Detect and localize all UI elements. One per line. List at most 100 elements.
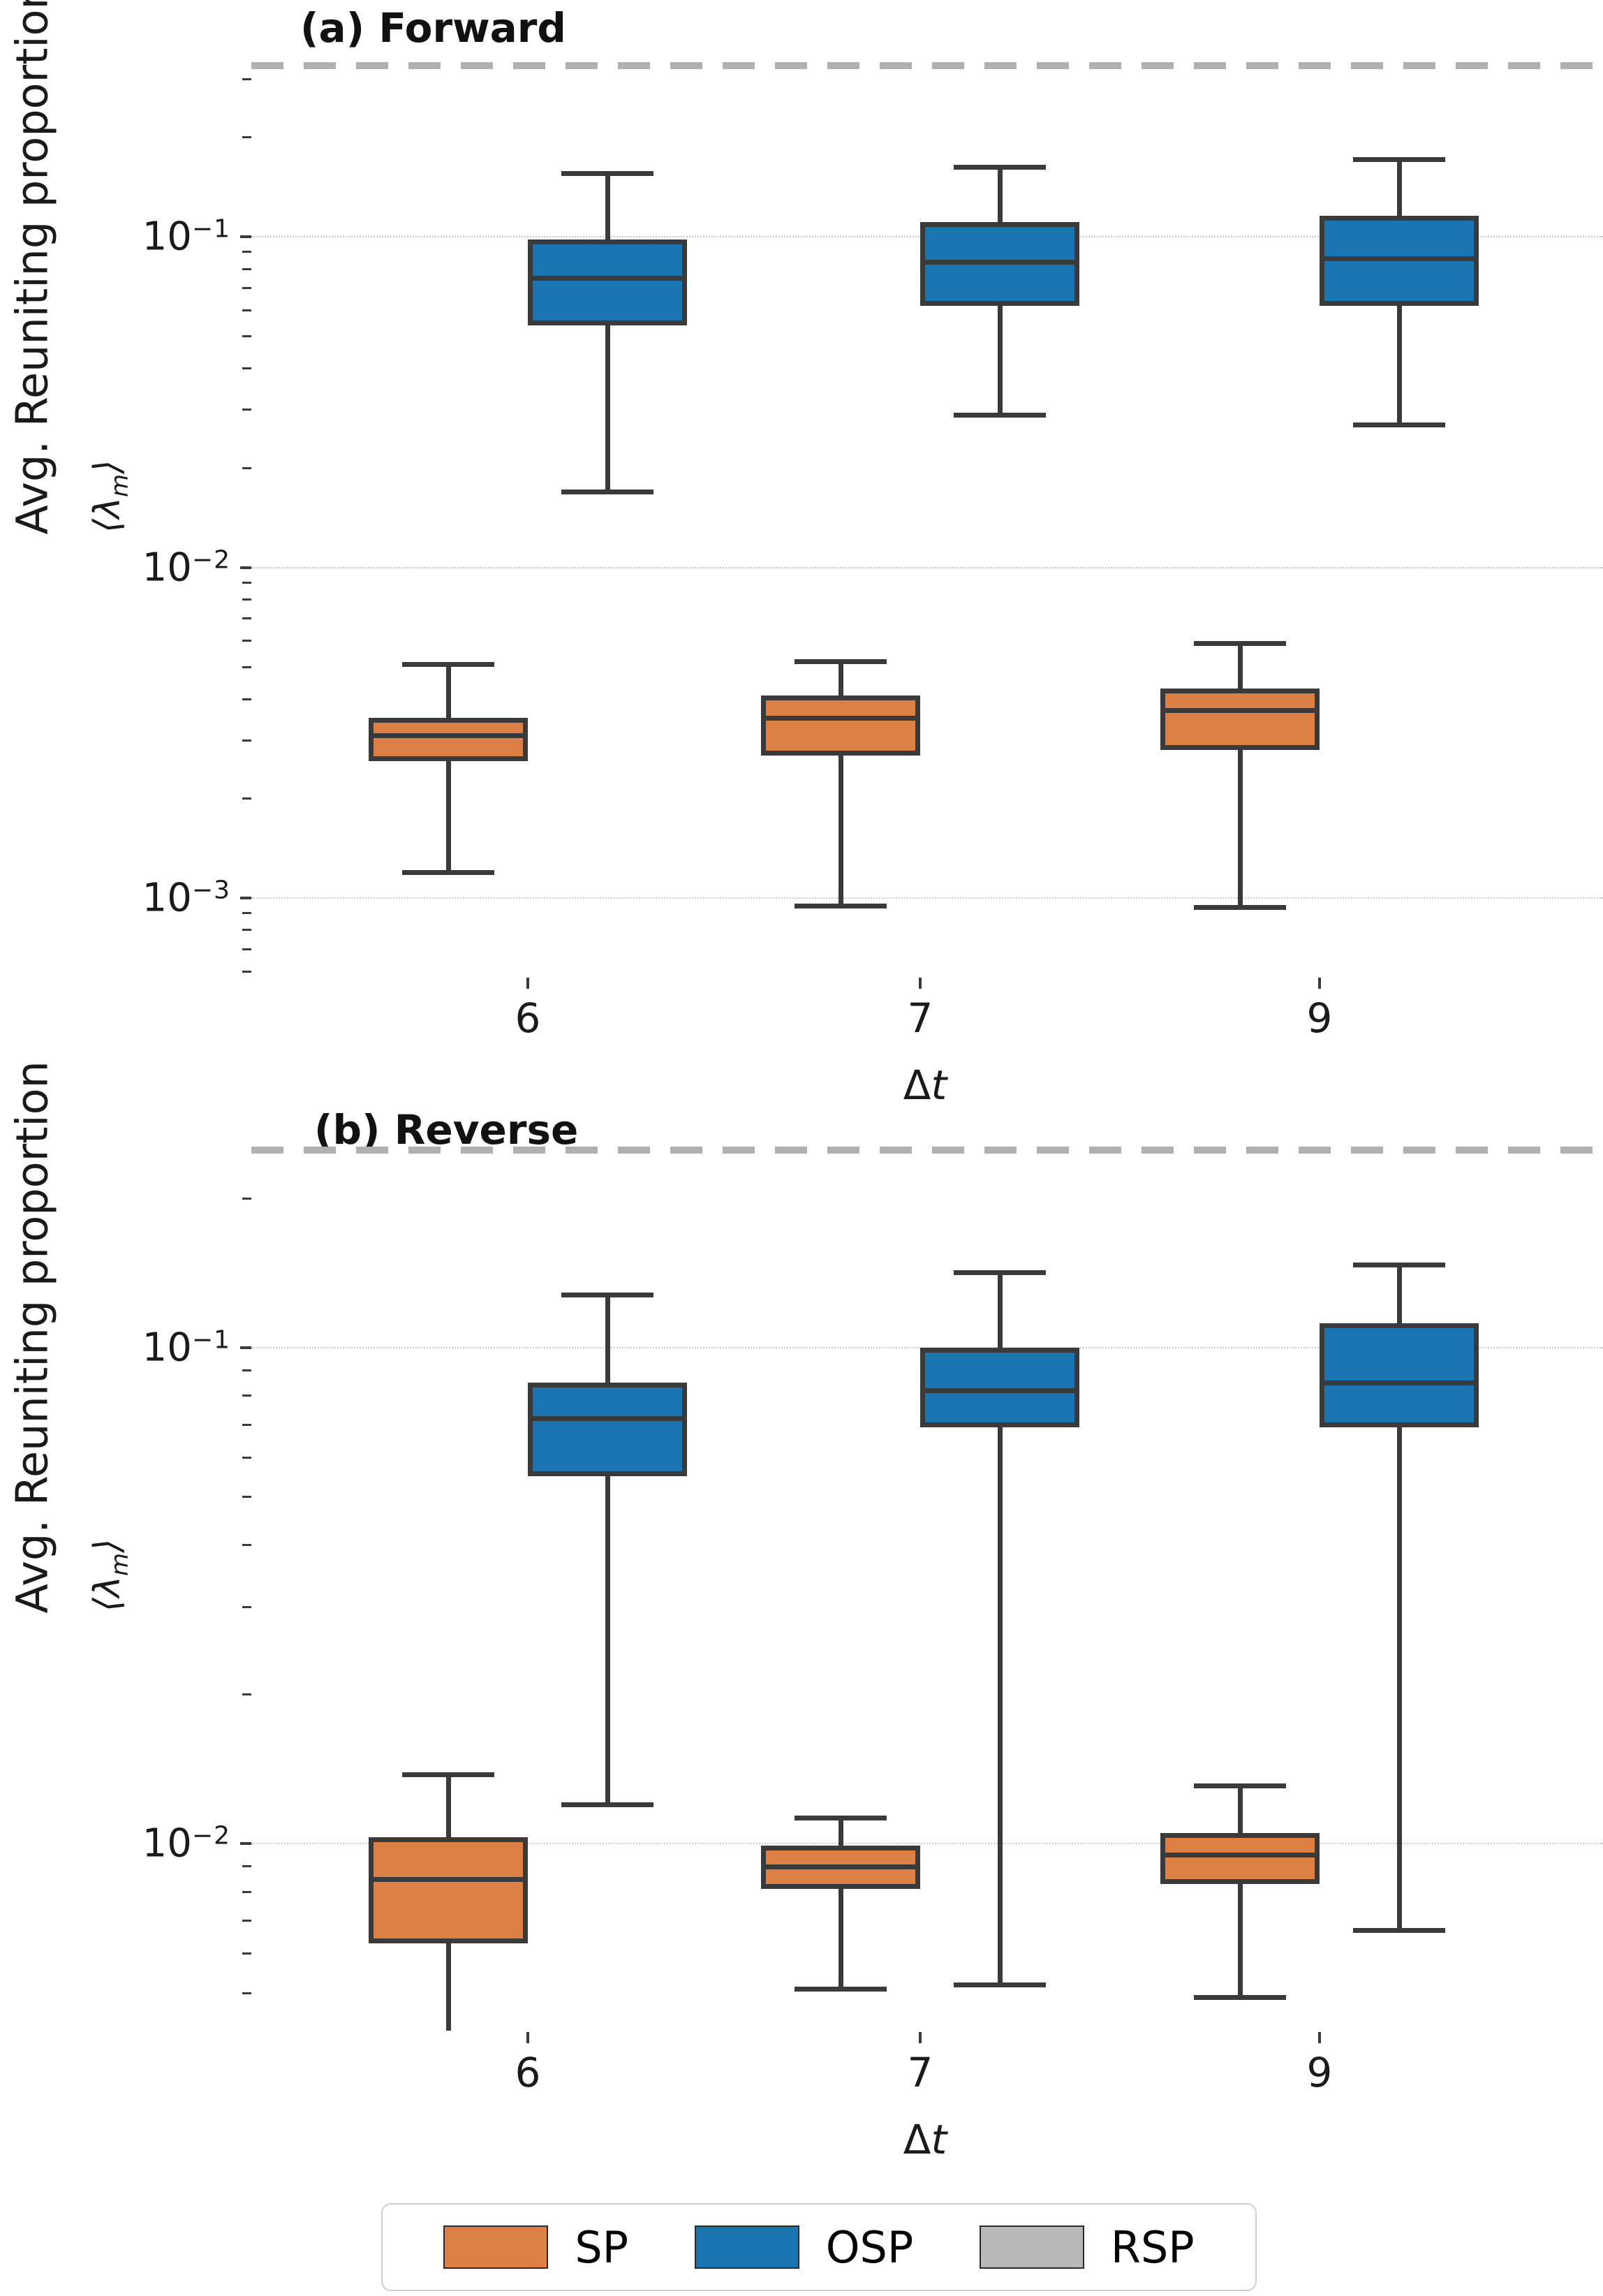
box-b-sp-dt6 [369,1837,528,1943]
median-a-osp-dt9 [1323,256,1475,262]
whisker-bottom-a-osp-dt9 [1396,305,1402,425]
y-minor-tick-b [242,1394,251,1397]
x-tick-label-b-7: 7 [907,2049,933,2096]
rsp-reference-line-a [251,61,1603,69]
y-minor-tick-a [242,367,251,370]
x-tick-a-9 [1318,978,1321,989]
whisker-cap-bottom-b-sp-dt7 [795,1987,887,1992]
y-minor-tick-a [242,251,251,253]
whisker-top-b-osp-dt6 [605,1294,610,1383]
legend-label-osp: OSP [825,2221,914,2273]
whisker-cap-bottom-b-sp-dt9 [1194,1995,1286,2001]
whisker-cap-top-b-osp-dt9 [1353,1263,1445,1268]
whisker-cap-top-b-osp-dt7 [954,1270,1046,1275]
box-a-osp-dt6 [528,240,687,325]
median-b-sp-dt9 [1164,1853,1316,1858]
median-b-sp-dt7 [764,1864,917,1869]
y-minor-tick-a [242,409,251,411]
whisker-bottom-a-sp-dt7 [838,755,843,906]
panel-title-reverse: (b) Reverse [314,1106,579,1154]
y-tick-label-a-0: 10−1 [142,214,230,260]
median-b-osp-dt6 [531,1416,684,1422]
x-tick-label-a-7: 7 [907,994,933,1042]
median-a-sp-dt7 [764,716,917,721]
y-minor-tick-a [242,948,251,950]
rsp-reference-line-b [251,1147,1603,1154]
y-major-tick-b-1 [240,1842,251,1846]
median-b-osp-dt9 [1323,1381,1475,1386]
y-minor-tick-a [242,466,251,469]
x-tick-label-a-6: 6 [515,994,541,1042]
y-minor-tick-a [242,698,251,700]
whisker-cap-top-b-sp-dt7 [795,1815,887,1820]
y-minor-tick-a [242,797,251,800]
whisker-top-a-sp-dt6 [445,664,451,719]
legend-label-rsp: RSP [1110,2221,1195,2273]
whisker-cap-bottom-a-osp-dt6 [561,489,653,494]
y-minor-tick-b [242,1693,251,1696]
whisker-top-a-osp-dt6 [605,172,610,240]
y-minor-tick-b [242,1865,251,1868]
y-tick-label-b-0: 10−1 [142,1325,230,1371]
whisker-cap-bottom-b-osp-dt9 [1353,1927,1445,1933]
whisker-cap-top-a-osp-dt6 [561,170,653,176]
x-axis-label-a: Δt [903,1061,947,1109]
x-tick-a-7 [919,978,922,989]
y-minor-tick-a [242,598,251,601]
whisker-cap-top-b-sp-dt9 [1194,1783,1286,1789]
x-tick-label-b-6: 6 [515,2049,541,2096]
y-minor-tick-a [242,287,251,290]
median-a-osp-dt6 [531,276,684,281]
gridline-a-10−3 [251,897,1603,899]
whisker-top-a-osp-dt7 [997,166,1003,222]
whisker-cap-bottom-a-osp-dt7 [954,412,1046,418]
whisker-bottom-a-osp-dt6 [605,325,610,492]
y-minor-tick-b [242,1496,251,1499]
median-a-osp-dt7 [924,260,1076,265]
whisker-top-b-sp-dt6 [445,1774,451,1838]
whisker-top-a-sp-dt9 [1237,643,1243,689]
whisker-top-a-osp-dt9 [1396,159,1402,216]
whisker-cap-bottom-a-sp-dt9 [1194,904,1286,910]
y-minor-tick-b [242,1423,251,1426]
x-tick-a-6 [526,978,529,989]
whisker-bottom-b-osp-dt7 [997,1427,1003,1985]
whisker-bottom-b-osp-dt9 [1396,1427,1402,1930]
y-minor-tick-b [242,1544,251,1547]
box-b-sp-dt9 [1160,1833,1320,1884]
whisker-bottom-b-sp-dt6 [445,1943,451,2031]
y-minor-tick-a [242,581,251,584]
median-a-sp-dt9 [1164,708,1316,714]
legend-entry-sp: SP [443,2222,628,2273]
x-tick-b-9 [1318,2032,1321,2043]
y-major-tick-a-1 [240,566,251,569]
median-b-osp-dt7 [924,1388,1076,1394]
whisker-top-b-osp-dt9 [1396,1265,1402,1324]
panel-title-forward: (a) Forward [300,4,566,52]
x-tick-label-b-9: 9 [1306,2049,1333,2096]
y-minor-tick-a [242,136,251,139]
whisker-cap-top-a-sp-dt9 [1194,641,1286,647]
osp-color-swatch [694,2225,799,2269]
whisker-top-b-sp-dt9 [1237,1786,1243,1834]
y-minor-tick-a [242,335,251,338]
whisker-cap-bottom-b-osp-dt7 [954,1982,1046,1988]
y-minor-tick-b [242,1992,251,1994]
x-tick-label-a-9: 9 [1306,994,1333,1042]
box-a-sp-dt9 [1160,689,1320,751]
whisker-cap-bottom-b-osp-dt6 [561,1802,653,1808]
y-minor-tick-b [242,1919,251,1922]
y-minor-tick-a [242,929,251,932]
y-minor-tick-a [242,640,251,642]
whisker-cap-bottom-a-osp-dt9 [1353,422,1445,428]
y-minor-tick-a [242,970,251,973]
box-b-osp-dt7 [920,1348,1079,1428]
gridline-a-10−2 [251,566,1603,568]
y-minor-tick-b [242,1457,251,1459]
y-tick-label-b-1: 10−2 [142,1820,230,1867]
y-minor-tick-b [242,1605,251,1608]
whisker-bottom-b-sp-dt9 [1237,1883,1243,1998]
y-tick-label-a-2: 10−3 [142,875,230,921]
whisker-top-b-sp-dt7 [838,1817,843,1846]
